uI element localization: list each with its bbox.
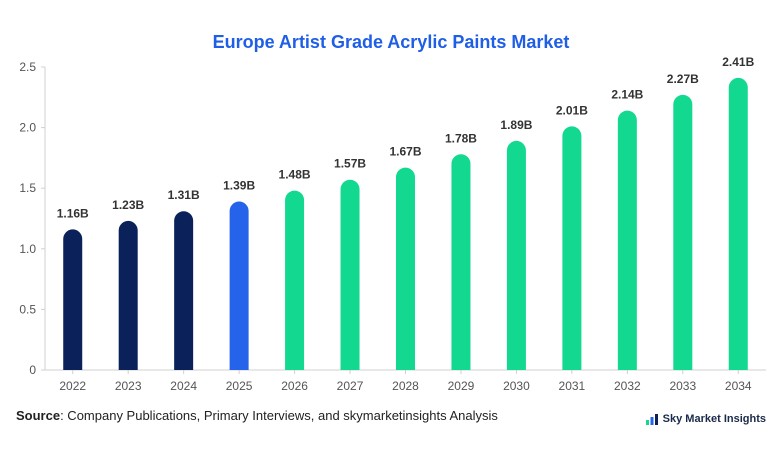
source-text: : Company Publications, Primary Intervie… xyxy=(60,408,498,423)
x-tick-label-2029: 2029 xyxy=(448,379,475,393)
source-label: Source xyxy=(16,408,61,423)
x-tick-label-2028: 2028 xyxy=(392,379,419,393)
data-label-2031: 2.01B xyxy=(556,103,588,117)
data-label-2032: 2.14B xyxy=(611,88,643,102)
x-axis: 2022 2023 2024 2025 2026 2027 2028 2029 2030 2031… xyxy=(45,369,766,393)
x-tick-label-2031: 2031 xyxy=(559,379,586,393)
bar-2025 xyxy=(229,201,249,370)
brand-mark: Sky Market Insights xyxy=(645,412,766,426)
bar-2034 xyxy=(728,77,748,371)
y-tick-label: 0 xyxy=(29,363,36,377)
x-tick-label-2023: 2023 xyxy=(115,379,142,393)
x-tick-label-2030: 2030 xyxy=(503,379,530,393)
data-label-2023: 1.23B xyxy=(112,198,144,212)
x-tick-label-2033: 2033 xyxy=(669,379,696,393)
y-axis: 0 0.5 1.0 1.5 2.0 2.5 xyxy=(19,60,46,377)
bar-2023 xyxy=(118,220,138,370)
data-label-2022: 1.16B xyxy=(57,206,89,220)
data-label-2034: 2.41B xyxy=(722,55,754,69)
data-labels-group: 1.16B 1.23B 1.31B 1.39B 1.48B 1.57B 1.67B 1.78B… xyxy=(57,55,755,221)
data-label-2033: 2.27B xyxy=(667,72,699,86)
chart-title: Europe Artist Grade Acrylic Paints Marke… xyxy=(212,32,570,52)
y-tick-label: 0.5 xyxy=(19,302,36,316)
data-label-2030: 1.89B xyxy=(500,118,532,132)
x-tick-label-2024: 2024 xyxy=(170,379,197,393)
data-label-2027: 1.57B xyxy=(334,157,366,171)
source-note: Source: Company Publications, Primary In… xyxy=(16,408,498,423)
x-tick-label-2025: 2025 xyxy=(226,379,253,393)
x-tick-label-2027: 2027 xyxy=(337,379,364,393)
data-label-2029: 1.78B xyxy=(445,131,477,145)
x-tick-label-2034: 2034 xyxy=(725,379,752,393)
data-label-2028: 1.67B xyxy=(389,145,421,159)
bar-2027 xyxy=(340,179,360,370)
x-tick-label-2022: 2022 xyxy=(59,379,86,393)
bar-2022 xyxy=(63,229,83,370)
bar-2032 xyxy=(617,110,637,370)
y-tick-label: 1.0 xyxy=(19,242,36,256)
bar-2031 xyxy=(562,126,582,370)
data-label-2026: 1.48B xyxy=(279,168,311,182)
sky-market-logo-icon xyxy=(645,414,658,425)
y-tick-label: 2.5 xyxy=(19,60,36,74)
bar-2033 xyxy=(673,94,693,370)
brand-name: Sky Market Insights xyxy=(662,413,766,425)
bar-2030 xyxy=(506,140,526,370)
bars-group xyxy=(63,77,748,371)
bar-2026 xyxy=(285,190,305,370)
bar-2029 xyxy=(451,154,471,370)
y-tick-label: 2.0 xyxy=(19,121,36,135)
x-tick-label-2032: 2032 xyxy=(614,379,641,393)
bar-2028 xyxy=(396,167,415,370)
data-label-2025: 1.39B xyxy=(223,179,255,193)
bar-2024 xyxy=(174,211,194,370)
x-tick-label-2026: 2026 xyxy=(281,379,308,393)
y-tick-label: 1.5 xyxy=(19,181,36,195)
data-label-2024: 1.31B xyxy=(168,188,200,202)
